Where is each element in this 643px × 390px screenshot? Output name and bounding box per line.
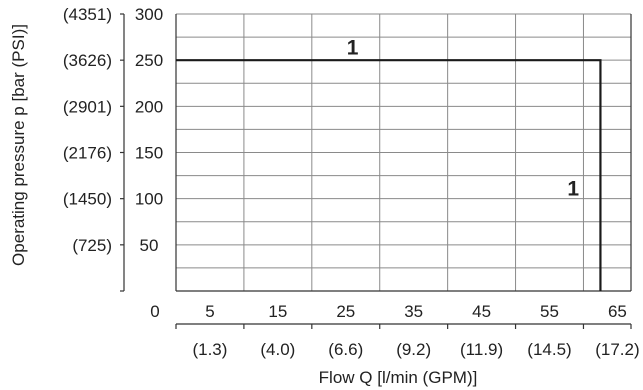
x-tick-label: 25	[336, 302, 355, 321]
curve-label: 1	[347, 36, 359, 59]
y-tick-label: 200	[135, 97, 163, 116]
x-tick-label-gpm: (11.9)	[460, 340, 503, 359]
y-axis-title: Operating pressure p [bar (PSI)]	[9, 24, 28, 266]
x-tick-label-gpm: (9.2)	[396, 340, 431, 359]
limit-curve	[176, 59, 602, 291]
x-tick-label: 15	[268, 302, 287, 321]
x-tick-label: 55	[540, 302, 559, 321]
y-tick-label: 100	[135, 190, 163, 209]
x-tick-label: 65	[608, 302, 627, 321]
y-tick-label-psi: (2176)	[63, 144, 112, 163]
y-tick-label: 50	[140, 236, 159, 255]
y-tick-label-psi: (725)	[72, 236, 112, 255]
series	[176, 59, 602, 291]
y-tick-label-psi: (2901)	[63, 97, 112, 116]
x-tick-label-gpm: (14.5)	[527, 340, 571, 359]
y-tick-label: 150	[135, 144, 163, 163]
annotations: 11	[347, 36, 580, 200]
y-tick-label: 250	[135, 51, 163, 70]
x-tick-label: 35	[404, 302, 423, 321]
y-tick-label-psi: (1450)	[63, 190, 112, 209]
x-tick-label-gpm: (6.6)	[328, 340, 363, 359]
y-tick-label-psi: (3626)	[63, 51, 112, 70]
tick-labels: 50100150200250300(725)(1450)(2176)(2901)…	[63, 5, 640, 359]
curve-label: 1	[567, 178, 579, 201]
y-tick-label-psi: (4351)	[63, 5, 112, 24]
y-tick-label: 300	[135, 5, 163, 24]
x-tick-label-gpm: (1.3)	[192, 340, 227, 359]
x-axis-title: Flow Q [l/min (GPM)]	[319, 368, 478, 387]
x-tick-label-gpm: (17.2)	[595, 340, 639, 359]
x-tick-label-gpm: (4.0)	[260, 340, 295, 359]
x-tick-label: 5	[205, 302, 214, 321]
grid	[176, 13, 631, 291]
x-tick-label: 0	[150, 302, 159, 321]
x-tick-label: 45	[472, 302, 491, 321]
